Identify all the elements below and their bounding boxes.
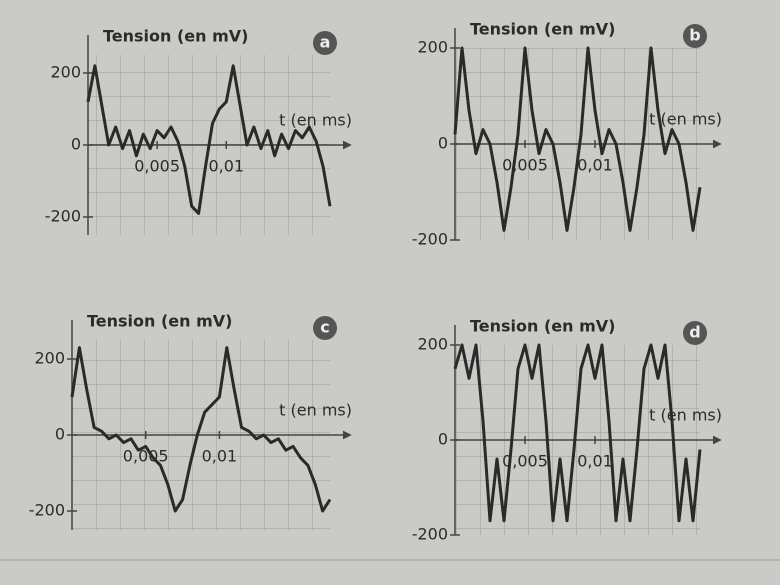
y-tick-label: 0 (71, 135, 81, 154)
panel-letter: b (689, 26, 700, 45)
waveform (70, 346, 332, 513)
x-tick-label: 0,01 (202, 447, 238, 466)
axis-title: Tension (en mV) (103, 27, 248, 46)
panel-badge (683, 321, 707, 345)
x-tick-label: 0,01 (577, 156, 613, 175)
x-tick-label: 0,005 (502, 156, 548, 175)
waveform (453, 343, 702, 523)
axis-title: Tension (en mV) (87, 312, 232, 331)
waveform (453, 46, 702, 232)
x-axis-label: t (en ms) (649, 110, 722, 129)
waveform (86, 64, 332, 215)
y-tick-label: 0 (55, 425, 65, 444)
x-tick-label: 0,01 (208, 157, 244, 176)
y-tick-label: 200 (417, 335, 448, 354)
y-tick-label: 0 (438, 430, 448, 449)
panel-letter: d (689, 323, 700, 342)
y-tick-label: -200 (412, 230, 448, 249)
y-tick-label: 0 (438, 134, 448, 153)
y-tick-label: 200 (417, 38, 448, 57)
panel-badge (313, 316, 337, 340)
y-tick-label: -200 (45, 207, 81, 226)
axis-title: Tension (en mV) (470, 317, 615, 336)
y-tick-label: 200 (34, 349, 65, 368)
axis-title: Tension (en mV) (470, 20, 615, 39)
panel-letter: c (320, 318, 329, 337)
panel-badge (683, 24, 707, 48)
x-tick-label: 0,005 (123, 447, 169, 466)
panel-badge (313, 31, 337, 55)
x-axis-label: t (en ms) (279, 111, 352, 130)
panel-letter: a (320, 33, 331, 52)
x-tick-label: 0,005 (134, 157, 180, 176)
y-tick-label: -200 (29, 501, 65, 520)
x-tick-label: 0,01 (577, 452, 613, 471)
y-tick-label: 200 (50, 63, 81, 82)
x-axis-label: t (en ms) (649, 406, 722, 425)
x-axis-label: t (en ms) (279, 401, 352, 420)
x-tick-label: 0,005 (502, 452, 548, 471)
y-tick-label: -200 (412, 525, 448, 544)
